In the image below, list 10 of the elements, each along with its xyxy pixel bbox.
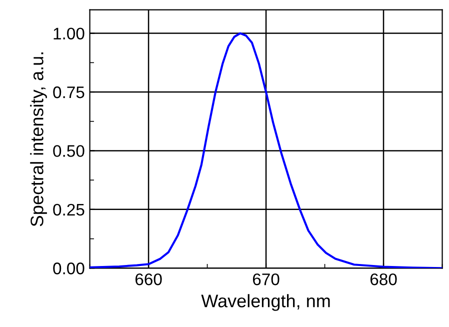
x-tick-label: 660 xyxy=(135,273,162,286)
x-tick-label: 680 xyxy=(370,273,397,286)
y-tick-label: 0.25 xyxy=(53,204,84,216)
y-tick-label: 0.50 xyxy=(53,145,84,157)
y-tick-label: 0.75 xyxy=(53,86,84,98)
x-axis-title: Wavelength, nm xyxy=(201,294,330,311)
x-tick-label: 670 xyxy=(252,273,280,286)
y-tick-label: 0.00 xyxy=(53,262,84,274)
y-tick-label: 1.00 xyxy=(54,28,84,40)
y-axis-title: Spectral intensity, a.u. xyxy=(30,52,47,226)
